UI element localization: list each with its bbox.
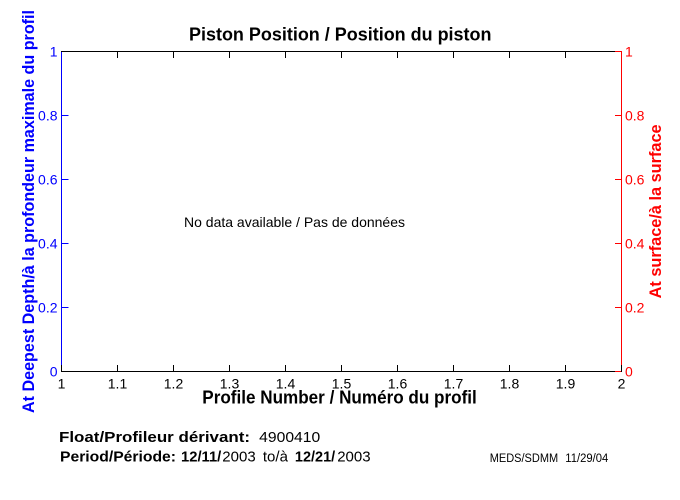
svg-text:No data available / Pas de don: No data available / Pas de données: [184, 214, 405, 230]
svg-text:0: 0: [625, 363, 633, 379]
svg-text:0.2: 0.2: [38, 299, 58, 315]
svg-text:12/11/: 12/11/: [181, 449, 222, 466]
svg-text:1: 1: [625, 43, 633, 59]
svg-text:Float/Profileur dérivant:: Float/Profileur dérivant:: [59, 429, 250, 446]
svg-text:Period/Période:: Period/Période:: [60, 449, 176, 466]
svg-text:0.6: 0.6: [625, 171, 645, 187]
svg-text:0.8: 0.8: [625, 107, 645, 123]
svg-text:4900410: 4900410: [259, 429, 320, 446]
svg-text:2: 2: [618, 376, 626, 392]
svg-text:2003: 2003: [337, 449, 370, 466]
svg-text:12/21/: 12/21/: [295, 449, 336, 466]
svg-text:2003: 2003: [222, 449, 255, 466]
svg-text:1.4: 1.4: [276, 376, 296, 392]
svg-text:0.8: 0.8: [38, 107, 58, 123]
svg-text:11/29/04: 11/29/04: [565, 453, 609, 465]
svg-text:At Deepest Depth/à la profonde: At Deepest Depth/à la profondeur maximal…: [19, 10, 38, 413]
svg-text:1.9: 1.9: [556, 376, 576, 392]
svg-text:MEDS/SDMM: MEDS/SDMM: [490, 453, 559, 465]
svg-text:1.1: 1.1: [108, 376, 128, 392]
svg-text:to/à: to/à: [263, 449, 289, 466]
svg-text:1.8: 1.8: [500, 376, 520, 392]
svg-text:0.4: 0.4: [38, 235, 58, 251]
svg-text:1.7: 1.7: [444, 376, 464, 392]
svg-text:0.2: 0.2: [625, 299, 645, 315]
svg-text:0: 0: [50, 363, 58, 379]
svg-text:1: 1: [58, 376, 66, 392]
svg-text:0.6: 0.6: [38, 171, 58, 187]
svg-text:Profile Number / Numéro du pro: Profile Number / Numéro du profil: [202, 388, 477, 408]
svg-text:0.4: 0.4: [625, 235, 645, 251]
svg-text:1: 1: [50, 43, 58, 59]
svg-text:At surface/à la surface: At surface/à la surface: [646, 124, 665, 298]
svg-text:1.6: 1.6: [388, 376, 408, 392]
svg-text:1.5: 1.5: [332, 376, 352, 392]
svg-text:Piston Position / Position du: Piston Position / Position du piston: [189, 24, 492, 44]
svg-text:1.3: 1.3: [220, 376, 240, 392]
svg-text:1.2: 1.2: [164, 376, 184, 392]
